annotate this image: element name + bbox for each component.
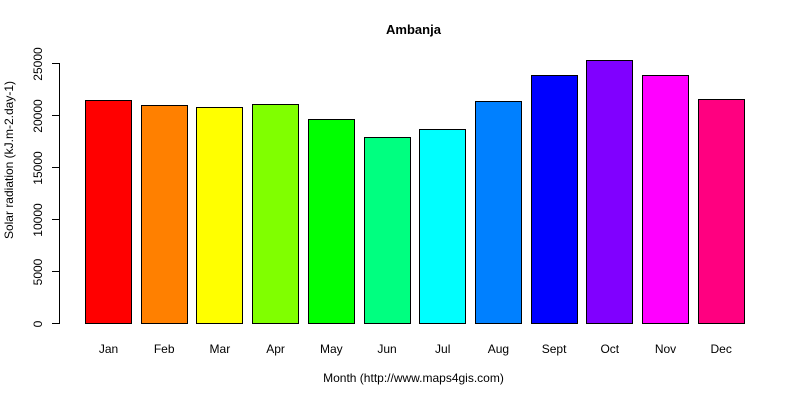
bar-oct <box>586 59 634 324</box>
y-tick <box>52 219 59 220</box>
x-axis-label: Month (http://www.maps4gis.com) <box>323 371 504 385</box>
y-tick-label: 25000 <box>31 46 45 81</box>
x-tick-label: Aug <box>487 342 510 356</box>
bar-mar <box>196 107 244 324</box>
bar-sept <box>530 75 578 324</box>
chart-title: Ambanja <box>386 22 441 37</box>
bar-aug <box>474 100 522 324</box>
y-tick <box>52 115 59 116</box>
y-tick-label: 20000 <box>31 98 45 133</box>
bar-jun <box>363 136 411 324</box>
y-tick <box>52 63 59 64</box>
x-tick-label: Jul <box>435 342 451 356</box>
bar-may <box>307 119 355 324</box>
x-tick-label: Feb <box>153 342 175 356</box>
x-tick-label: Mar <box>209 342 231 356</box>
y-tick <box>52 323 59 324</box>
bar-jul <box>419 128 467 324</box>
y-tick-label: 15000 <box>31 150 45 185</box>
bar-apr <box>252 103 300 324</box>
x-tick-label: Apr <box>266 342 285 356</box>
x-tick-label: Oct <box>600 342 620 356</box>
y-tick-label: 10000 <box>31 202 45 237</box>
y-axis-label: Solar radiation (kJ.m-2.day-1) <box>2 80 16 240</box>
y-tick <box>52 271 59 272</box>
y-tick <box>52 167 59 168</box>
x-tick-label: Jan <box>98 342 119 356</box>
bar-nov <box>642 74 689 324</box>
x-tick-label: May <box>319 342 343 356</box>
x-tick-label: Jun <box>377 342 397 356</box>
x-tick-label: Nov <box>654 342 677 356</box>
y-tick-label: 0 <box>31 320 45 327</box>
y-tick-label: 5000 <box>31 258 45 285</box>
x-tick-label: Dec <box>710 342 732 356</box>
bar-dec <box>697 99 745 324</box>
bar-feb <box>140 105 188 324</box>
bar-jan <box>85 100 132 324</box>
y-axis-line <box>59 63 60 324</box>
x-tick-label: Sept <box>541 342 567 356</box>
